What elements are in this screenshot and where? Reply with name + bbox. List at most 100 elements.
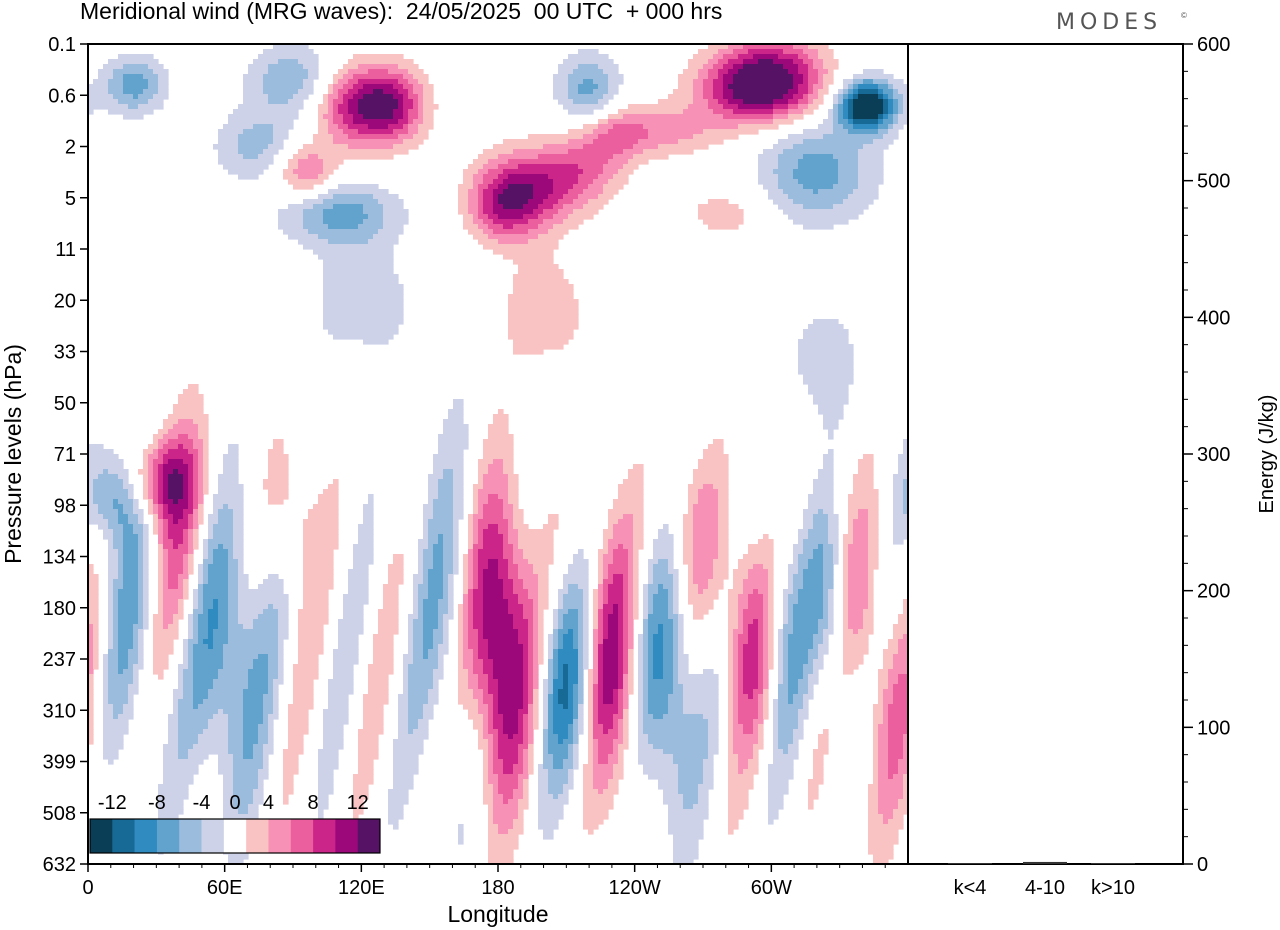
wind-contour-cell [568,744,574,750]
wind-contour-cell [343,99,349,105]
wind-contour-cell [183,649,189,655]
wind-contour-cell [688,494,699,500]
wind-contour-cell [168,479,184,485]
wind-contour-cell [623,634,629,640]
wind-contour-cell [158,784,189,790]
wind-contour-cell [593,619,599,625]
wind-contour-cell [893,124,904,130]
wind-contour-cell [483,624,514,630]
wind-contour-cell [698,799,709,805]
wind-contour-cell [843,584,849,590]
wind-contour-cell [468,194,479,200]
wind-contour-cell [558,699,569,705]
wind-contour-cell [543,764,554,770]
wind-contour-cell [123,669,134,675]
wind-contour-cell [483,439,514,445]
wind-contour-cell [763,624,769,630]
wind-contour-cell [788,574,794,580]
wind-contour-cell [598,749,614,755]
wind-contour-cell [163,494,169,500]
wind-contour-cell [688,599,714,605]
wind-contour-cell [523,679,529,685]
wind-contour-cell [238,149,264,155]
wind-contour-cell [198,479,204,485]
wind-contour-cell [493,694,499,700]
chart-title: Meridional wind (MRG waves): 24/05/2025 … [80,0,723,24]
wind-contour-cell [538,774,549,780]
wind-contour-cell [648,704,669,710]
wind-contour-cell [188,514,194,520]
wind-contour-cell [803,74,809,80]
wind-contour-cell [593,759,599,765]
wind-contour-cell [623,699,629,705]
wind-contour-cell [228,594,239,600]
wind-contour-cell [173,499,179,505]
wind-contour-cell [568,629,574,635]
wind-contour-cell [733,699,739,705]
wind-contour-cell [228,749,244,755]
wind-contour-cell [278,224,304,230]
wind-contour-cell [773,724,779,730]
wind-contour-cell [353,784,369,790]
wind-contour-cell [488,719,494,725]
wind-contour-cell [688,64,704,70]
wind-contour-cell [108,579,114,585]
wind-contour-cell [263,754,269,760]
y-tick-label: 134 [43,547,76,569]
wind-contour-cell [708,59,719,65]
wind-contour-cell [788,619,794,625]
wind-contour-cell [118,659,129,665]
wind-contour-cell [708,74,719,80]
wind-contour-cell [878,764,889,770]
wind-contour-cell [393,144,419,150]
wind-contour-cell [808,94,819,100]
wind-contour-cell [118,609,139,615]
wind-contour-cell [668,589,674,595]
wind-contour-cell [473,669,484,675]
wind-contour-cell [593,774,614,780]
wind-contour-cell [163,569,169,575]
wind-contour-cell [123,709,134,715]
wind-contour-cell [673,589,679,595]
wind-contour-cell [423,634,434,640]
wind-contour-cell [828,624,834,630]
wind-contour-cell [778,659,784,665]
wind-contour-cell [143,524,149,530]
wind-contour-cell [278,674,284,680]
wind-contour-cell [618,659,624,665]
wind-contour-cell [693,534,719,540]
wind-contour-cell [588,714,594,720]
wind-contour-cell [103,694,109,700]
wind-contour-cell [233,509,244,515]
wind-contour-cell [548,739,559,745]
wind-contour-cell [88,479,94,485]
wind-contour-cell [118,519,129,525]
wind-contour-cell [778,629,784,635]
wind-contour-cell [628,684,634,690]
wind-contour-cell [743,649,759,655]
wind-contour-cell [203,564,209,570]
wind-contour-cell [153,634,179,640]
wind-contour-cell [643,654,649,660]
wind-contour-cell [808,649,819,655]
wind-contour-cell [903,494,908,500]
wind-contour-cell [903,489,908,495]
wind-contour-cell [418,584,429,590]
wind-contour-cell [163,434,179,440]
wind-contour-cell [168,714,179,720]
wind-contour-cell [278,659,284,665]
wind-contour-cell [658,584,664,590]
wind-contour-cell [898,619,908,625]
wind-contour-cell [258,774,269,780]
wind-contour-cell [603,69,619,75]
wind-contour-cell [478,209,484,215]
wind-contour-cell [138,559,144,565]
wind-contour-cell [698,204,739,210]
wind-contour-cell [88,699,94,705]
wind-contour-cell [108,589,114,595]
wind-contour-cell [103,529,114,535]
wind-contour-cell [548,519,559,525]
wind-contour-cell [458,189,469,195]
wind-contour-cell [178,499,189,505]
wind-contour-cell [573,184,589,190]
